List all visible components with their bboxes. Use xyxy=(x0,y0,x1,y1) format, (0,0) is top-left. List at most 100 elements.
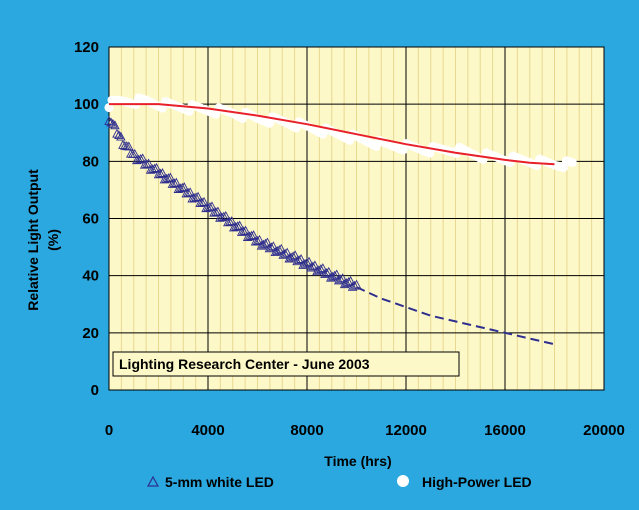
led5mm-point xyxy=(337,273,348,283)
led5mm-point xyxy=(153,169,164,179)
led5mm-point xyxy=(203,202,213,212)
high-power-point xyxy=(425,148,435,158)
x-tick-label: 12000 xyxy=(385,422,427,439)
led5mm-point xyxy=(294,255,304,265)
led5mm-point xyxy=(349,280,360,290)
x-tick-label: 4000 xyxy=(191,422,224,439)
led5mm-point xyxy=(322,267,332,277)
led5mm-point xyxy=(248,230,259,240)
led5mm-point xyxy=(227,216,237,225)
led5mm-point xyxy=(278,249,288,259)
led5mm-point xyxy=(209,207,219,217)
led5mm-point xyxy=(223,217,233,227)
led5mm-point xyxy=(302,257,312,267)
led5mm-point xyxy=(221,210,231,220)
high-power-fit-line xyxy=(109,103,555,166)
x-tick-label: 8000 xyxy=(290,422,323,439)
led5mm-point xyxy=(276,243,287,253)
led5mm-point xyxy=(314,265,324,275)
led5mm-point xyxy=(175,183,186,193)
legend-label-high-power-led: High-Power LED xyxy=(422,474,532,490)
led5mm-point xyxy=(345,275,356,285)
led5mm-point xyxy=(296,254,306,263)
led5mm-point xyxy=(155,168,166,178)
led5mm-point xyxy=(341,278,352,287)
high-power-point xyxy=(567,157,577,167)
led5mm-point xyxy=(137,153,148,163)
axis-ticks: 0 4000 8000 12000 16000 20000 0 20 40 60 80 100 120 xyxy=(74,39,625,439)
led5mm-point xyxy=(112,128,122,138)
led5mm-point xyxy=(335,274,346,284)
high-power-point xyxy=(104,103,114,113)
led5mm-point xyxy=(268,241,279,251)
led5mm-point xyxy=(133,154,144,164)
led5mm-point xyxy=(181,188,191,198)
led5mm-point xyxy=(228,222,239,232)
led5mm-point xyxy=(320,269,330,278)
x-tick-label: 0 xyxy=(105,422,113,439)
led5mm-point xyxy=(324,266,334,276)
led5mm-point xyxy=(131,155,142,165)
led5mm-point xyxy=(217,212,227,222)
y-tick-label: 60 xyxy=(82,211,99,228)
led5mm-point xyxy=(331,269,342,279)
led5mm-point xyxy=(290,250,300,260)
led5mm-point xyxy=(246,230,257,240)
led5mm-point xyxy=(145,164,156,174)
led5mm-point xyxy=(207,201,217,211)
led5mm-point xyxy=(225,216,235,226)
led5mm-point xyxy=(159,174,170,184)
x-axis-title: Time (hrs) xyxy=(324,453,391,469)
led5mm-point xyxy=(280,248,290,258)
y-tick-label: 80 xyxy=(82,153,99,170)
led5mm-point xyxy=(347,281,358,291)
led5mm-point xyxy=(213,206,223,216)
led5mm-point xyxy=(104,116,114,125)
led5mm-point xyxy=(343,276,354,286)
led5mm-point xyxy=(201,203,211,213)
led5mm-point xyxy=(106,117,116,127)
led5mm-point xyxy=(151,162,162,172)
led5mm-point xyxy=(108,118,118,128)
y-tick-label: 120 xyxy=(74,39,99,56)
y-tick-label: 100 xyxy=(74,96,99,113)
led5mm-point xyxy=(329,270,340,280)
led5mm-point xyxy=(254,234,265,244)
led5mm-point xyxy=(274,244,285,254)
legend: 5-mm white LED High-Power LED xyxy=(146,474,532,490)
led5mm-point xyxy=(260,238,271,248)
led5mm-point xyxy=(185,187,195,197)
led5mm-point xyxy=(288,251,298,261)
led5mm-extrapolation-line xyxy=(356,286,555,346)
led5mm-point xyxy=(139,159,150,169)
led5mm-point xyxy=(161,173,172,183)
y-tick-label: 40 xyxy=(82,268,99,285)
led5mm-point xyxy=(173,184,184,193)
led5mm-point xyxy=(232,221,243,231)
led5mm-point xyxy=(308,261,318,271)
led5mm-point xyxy=(183,187,193,197)
led5mm-point xyxy=(262,237,273,247)
led5mm-point xyxy=(179,182,189,192)
led5mm-point xyxy=(244,231,255,241)
led5mm-point xyxy=(177,182,188,192)
led5mm-point xyxy=(306,262,316,272)
led5mm-point xyxy=(236,226,247,236)
annotation-text: Lighting Research Center - June 2003 xyxy=(119,356,370,372)
led5mm-point xyxy=(219,211,229,221)
led5mm-point xyxy=(199,196,209,206)
led5mm-point xyxy=(258,239,269,249)
led5mm-point xyxy=(205,201,215,211)
led5mm-point xyxy=(135,153,146,163)
led5mm-point xyxy=(318,263,328,272)
led5mm-point xyxy=(165,172,176,182)
led5mm-point xyxy=(189,193,199,202)
legend-label-5mm-white-led: 5-mm white LED xyxy=(165,474,274,490)
led5mm-point xyxy=(163,173,174,183)
led5mm-point xyxy=(124,141,134,151)
led5mm-point xyxy=(114,130,124,140)
led5mm-point xyxy=(118,140,128,149)
led5mm-point xyxy=(215,212,225,222)
y-tick-label: 0 xyxy=(91,382,99,399)
